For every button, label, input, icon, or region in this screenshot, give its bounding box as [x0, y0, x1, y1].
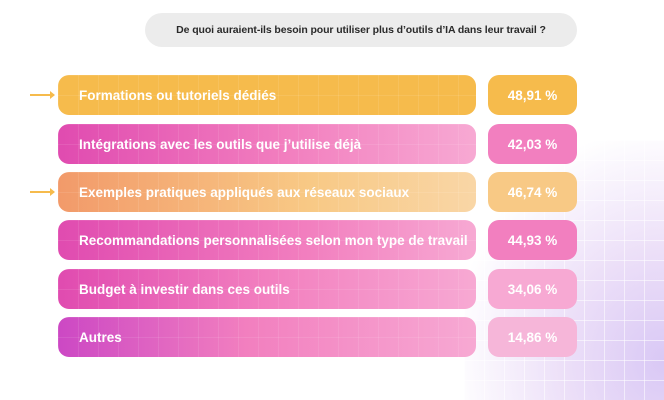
- bar-label: Budget à investir dans ces outils: [79, 281, 290, 297]
- bar: Formations ou tutoriels dédiés: [58, 75, 476, 115]
- bar-label: Exemples pratiques appliqués aux réseaux…: [79, 184, 410, 200]
- value-pill: 44,93 %: [488, 220, 577, 260]
- bar-label: Recommandations personnalisées selon mon…: [79, 232, 468, 248]
- value-label: 46,74 %: [507, 184, 558, 200]
- bar: Exemples pratiques appliqués aux réseaux…: [58, 172, 476, 212]
- bar: Budget à investir dans ces outils: [58, 269, 476, 309]
- value-label: 34,06 %: [507, 281, 558, 297]
- bar: Recommandations personnalisées selon mon…: [58, 220, 476, 260]
- value-pill: 34,06 %: [488, 269, 577, 309]
- value-pill: 14,86 %: [488, 317, 577, 357]
- question-text: De quoi auraient-ils besoin pour utilise…: [176, 24, 546, 36]
- value-label: 42,03 %: [507, 136, 558, 152]
- value-label: 14,86 %: [507, 329, 558, 345]
- value-pill: 46,74 %: [488, 172, 577, 212]
- bar-row: Exemples pratiques appliqués aux réseaux…: [0, 172, 664, 212]
- value-label: 44,93 %: [507, 232, 558, 248]
- bar-row: Autres 14,86 %: [0, 317, 664, 357]
- bar: Intégrations avec les outils que j’utili…: [58, 124, 476, 164]
- arrow-icon: [30, 188, 55, 196]
- bar-row: Budget à investir dans ces outils 34,06 %: [0, 269, 664, 309]
- bar: Autres: [58, 317, 476, 357]
- bar-label: Autres: [79, 329, 122, 345]
- bar-row: Recommandations personnalisées selon mon…: [0, 220, 664, 260]
- value-label: 48,91 %: [507, 87, 558, 103]
- bar-label: Formations ou tutoriels dédiés: [79, 87, 277, 103]
- value-pill: 42,03 %: [488, 124, 577, 164]
- bar-label: Intégrations avec les outils que j’utili…: [79, 136, 362, 152]
- value-pill: 48,91 %: [488, 75, 577, 115]
- bar-row: Formations ou tutoriels dédiés 48,91 %: [0, 75, 664, 115]
- bar-row: Intégrations avec les outils que j’utili…: [0, 124, 664, 164]
- question-header: De quoi auraient-ils besoin pour utilise…: [145, 13, 577, 47]
- arrow-icon: [30, 91, 55, 99]
